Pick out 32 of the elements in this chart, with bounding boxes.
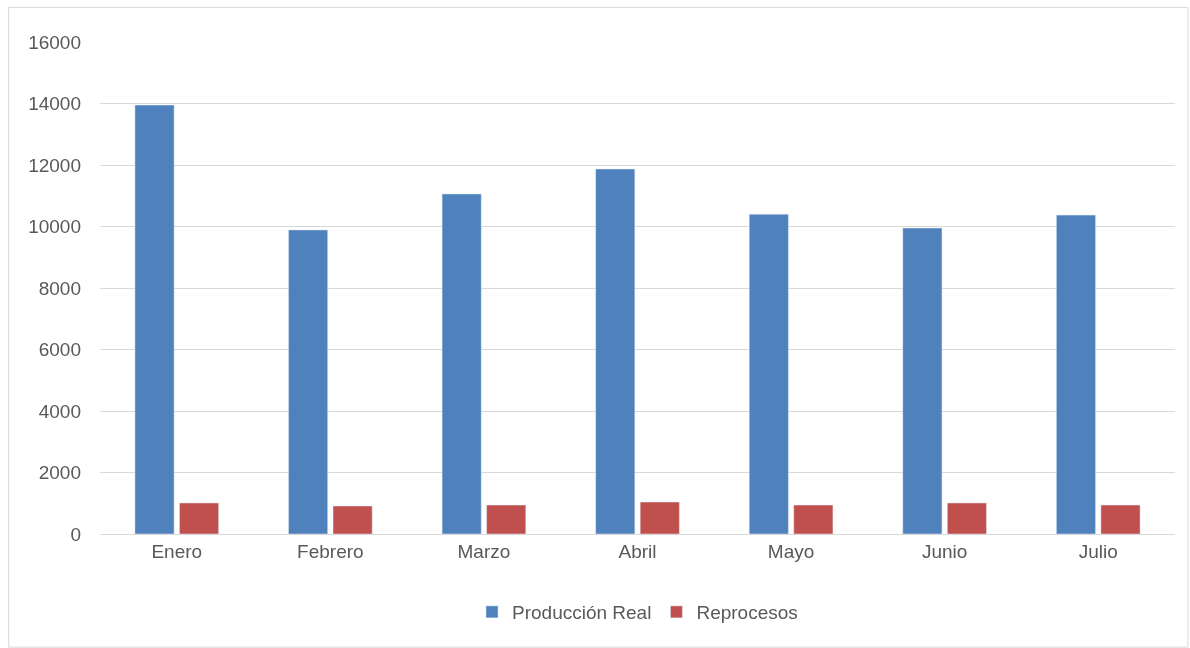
bar [1056, 214, 1096, 534]
x-tick-label: Mayo [767, 540, 815, 562]
bar [793, 504, 834, 534]
y-tick-label: 14000 [28, 93, 81, 115]
bar [179, 502, 219, 534]
bar [288, 229, 328, 534]
y-tick-label: 4000 [38, 400, 81, 422]
y-tick-label: 8000 [38, 277, 81, 299]
bar [639, 501, 680, 534]
x-tick-label: Abril [618, 540, 657, 562]
bar [441, 193, 482, 534]
x-tick-label: Marzo [457, 540, 511, 562]
bar [1100, 504, 1141, 534]
x-tick-label: Febrero [297, 540, 364, 562]
bar [486, 504, 527, 534]
y-tick-label: 10000 [28, 216, 81, 238]
bar [902, 227, 943, 534]
y-tick-label: 12000 [28, 154, 81, 176]
x-tick-label: Junio [921, 540, 968, 562]
legend-label: Producción Real [512, 602, 652, 624]
bar [595, 168, 636, 534]
bar [332, 505, 373, 534]
y-tick-label: 6000 [38, 339, 81, 361]
y-tick-label: 0 [70, 523, 81, 545]
bar [748, 213, 789, 534]
legend-label: Reprocesos [696, 602, 798, 624]
bar [947, 502, 987, 534]
x-tick-label: Julio [1078, 540, 1118, 562]
y-tick-label: 2000 [38, 462, 81, 484]
y-tick-label: 16000 [28, 31, 81, 53]
bar [134, 104, 175, 534]
x-tick-label: Enero [151, 540, 203, 562]
